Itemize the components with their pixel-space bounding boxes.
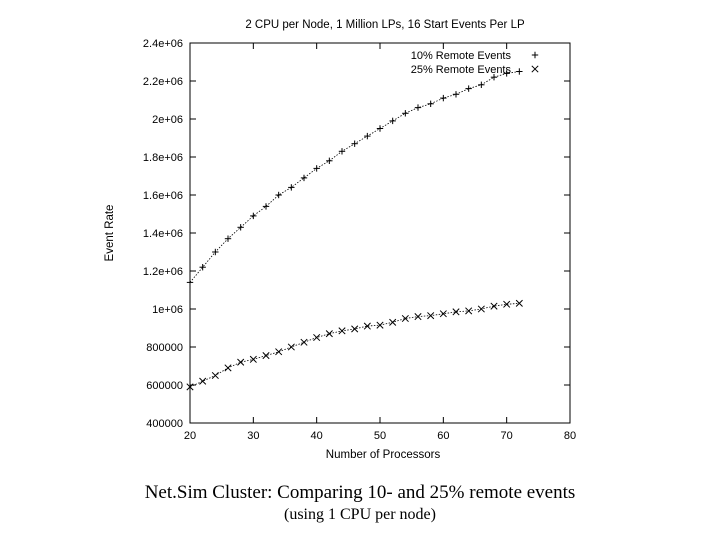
data-point [275,191,282,199]
series-line [189,302,520,388]
data-point [439,310,447,318]
data-point [262,351,270,360]
x-tick-label: 30 [247,430,259,442]
data-point [237,224,244,231]
plot-frame [189,42,571,424]
data-point [414,313,422,321]
data-point [338,327,346,335]
figure-caption-subtitle: (using 1 CPU per node) [284,506,436,523]
data-point [199,264,206,271]
data-point [465,85,472,92]
data-point [477,305,485,313]
y-tick-label: 1e+06 [152,304,183,316]
data-point [224,364,232,372]
x-tick-label: 50 [374,430,386,442]
data-point [351,140,358,147]
data-point [503,300,511,308]
data-point [199,377,207,385]
y-tick-label: 800000 [146,342,183,354]
y-tick-label: 1.4e+06 [143,228,183,240]
data-point [300,174,308,182]
data-point [326,157,333,164]
data-point [325,330,333,338]
y-tick-label: 1.6e+06 [143,190,183,202]
x-tick-label: 80 [564,430,576,442]
data-point [250,212,257,220]
data-point [465,307,473,315]
y-tick-label: 2.4e+06 [143,38,183,50]
series-10pct-remote [186,68,523,286]
data-point [288,184,295,191]
x-tick-label: 70 [501,430,513,442]
y-axis: 400000 600000 800000 1e+06 1.2e+06 1.4e+06 1.6… [143,38,570,430]
data-point [249,355,257,363]
data-point [262,203,270,210]
series-25pct-remote [186,299,523,391]
event-rate-chart: 2 CPU per Node, 1 Million LPs, 16 Start … [104,19,576,461]
y-tick-label: 2.2e+06 [143,76,183,88]
legend-marker [531,51,539,59]
legend-marker-25pct [531,65,539,73]
data-point [338,148,346,155]
y-tick-label: 2e+06 [152,114,183,126]
data-point [287,343,295,351]
legend: 10% Remote Events 25% Remote Events [411,50,539,76]
data-point [363,322,371,330]
data-point [490,74,498,81]
data-point [351,325,359,333]
data-point [313,165,320,172]
data-point [414,104,422,111]
data-point [224,235,232,242]
data-point [376,125,384,132]
y-tick-label: 400000 [146,418,183,430]
data-point [186,279,194,286]
data-point [503,70,510,77]
data-point [427,312,435,320]
data-point [300,338,308,346]
data-point [515,299,523,307]
y-axis-label: Event Rate [104,205,116,262]
legend-label-10pct: 10% Remote Events [411,50,512,62]
data-point [427,100,434,107]
x-tick-label: 20 [184,430,196,442]
data-point [364,132,371,140]
x-axis-label: Number of Processors [326,449,441,461]
data-point [237,358,245,366]
data-point [275,348,283,356]
data-point [389,318,397,326]
data-point [402,110,409,117]
data-point [186,383,194,391]
legend-marker [531,65,539,73]
data-point [452,308,460,316]
data-point [211,371,219,380]
chart-title: 2 CPU per Node, 1 Million LPs, 16 Start … [245,19,525,31]
data-point [313,333,321,342]
legend-marker-10pct [531,51,539,59]
y-tick-label: 1.2e+06 [143,266,183,278]
data-point [440,94,447,102]
x-tick-label: 60 [437,430,449,442]
data-point [212,248,219,256]
figure-caption: Net.Sim Cluster: Comparing 10- and 25% r… [144,482,576,503]
data-point [490,302,498,310]
x-axis: 20 30 40 50 60 70 80 [184,43,576,442]
data-point [478,81,485,88]
data-point [516,68,523,75]
y-tick-label: 600000 [146,380,183,392]
data-point [389,117,396,125]
legend-label-25pct: 25% Remote Events [411,64,512,76]
series-line [189,71,520,283]
data-point [401,314,409,323]
series-layer [186,68,523,391]
x-tick-label: 40 [311,430,323,442]
y-tick-label: 1.8e+06 [143,152,183,164]
data-point [376,321,384,329]
data-point [452,91,460,98]
